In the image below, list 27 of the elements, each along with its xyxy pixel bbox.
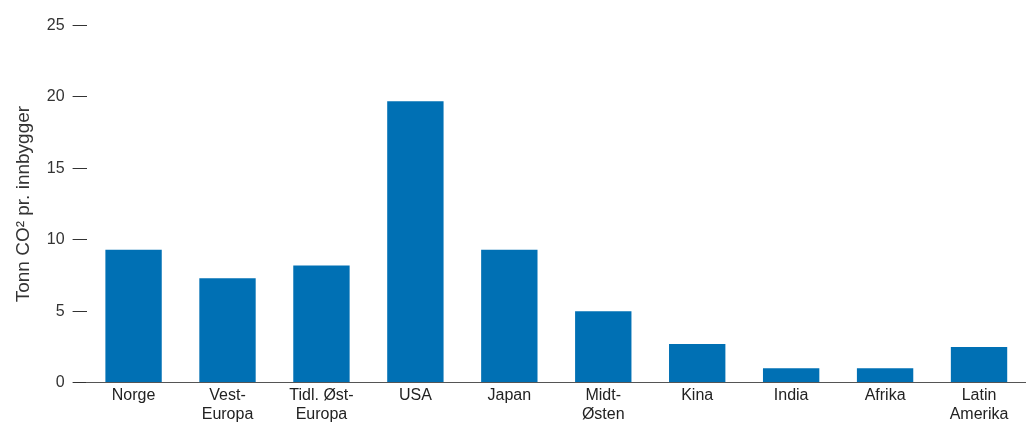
x-tick-label: Afrika: [864, 385, 906, 403]
y-tick-label: 10: [46, 230, 65, 248]
bar: [481, 249, 538, 383]
x-tick-label: India: [773, 385, 809, 403]
y-tick-label: 5: [55, 301, 65, 319]
x-tick-label: USA: [398, 385, 433, 403]
y-tick-label: 25: [46, 16, 65, 34]
bar: [950, 346, 1008, 383]
bar: [293, 265, 350, 383]
y-axis-title: Tonn CO² pr. innbygger: [11, 105, 33, 303]
bar: [856, 368, 914, 383]
x-tick-label: Vest-Europa: [201, 385, 254, 422]
bar: [669, 344, 726, 383]
bar: [575, 311, 632, 383]
x-tick-label: Japan: [487, 385, 532, 403]
bar: [105, 249, 162, 383]
x-tick-label: Latin Amerika: [949, 385, 1009, 422]
bar: [387, 101, 444, 383]
x-tick-label: Midt-Østen: [581, 385, 625, 422]
x-tick-label: Tidl. Øst-Europa: [289, 385, 354, 422]
y-tick-label: 0: [55, 373, 65, 391]
y-tick-label: 20: [46, 87, 65, 105]
bar: [199, 278, 256, 383]
y-tick-label: 15: [46, 158, 65, 176]
bar: [762, 368, 820, 383]
x-tick-label: Kina: [681, 385, 714, 403]
x-tick-label: Norge: [111, 385, 156, 403]
